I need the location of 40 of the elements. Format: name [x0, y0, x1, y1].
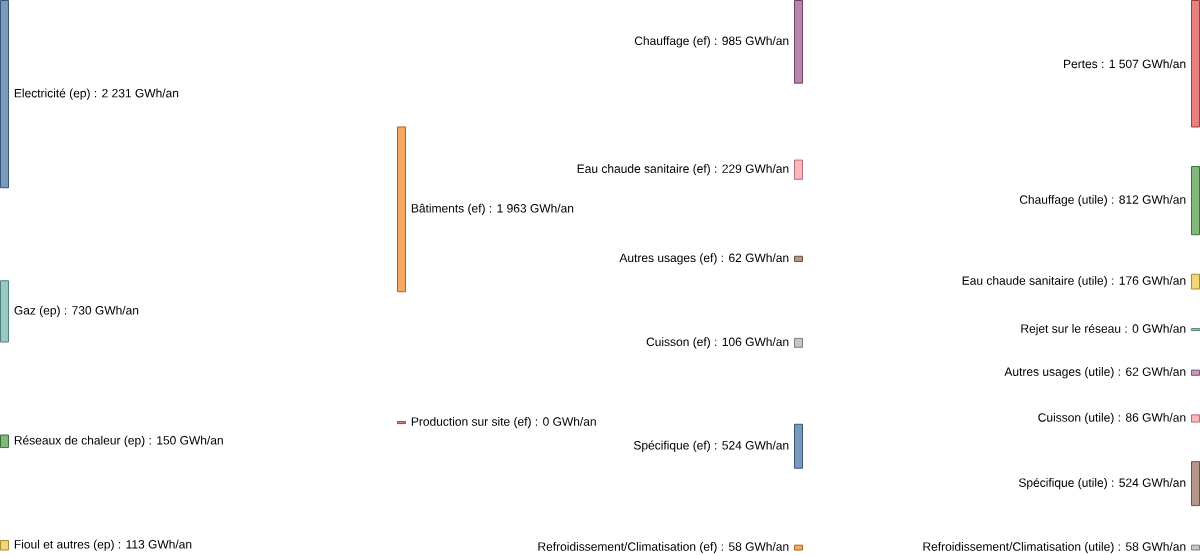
data-label: : 524 GWh/an [715, 440, 789, 450]
data-label: : 0 GWh/an [535, 416, 596, 426]
category-label: Fioul et autres (ep) [14, 539, 114, 551]
data-label: : 62 GWh/an [1118, 367, 1186, 376]
category-label: Réseaux de chaleur (ep) [14, 435, 145, 447]
category-label: Rejet sur le réseau [1021, 323, 1121, 336]
data-label: : 58 GWh/an [721, 541, 789, 551]
category-label: Electricité (ep) [14, 88, 90, 100]
data-label: : 229 GWh/an [715, 164, 789, 173]
data-label: : 730 GWh/an [64, 305, 139, 315]
category-label: Spécifique (ef) [633, 440, 710, 452]
category-label: Cuisson (utile) [1038, 412, 1114, 424]
data-label: : 58 GWh/an [1118, 541, 1186, 551]
data-label: : 524 GWh/an [1112, 477, 1186, 487]
category-label: Chauffage (utile) [1019, 194, 1107, 207]
data-label: : 62 GWh/an [721, 253, 789, 263]
category-label: Chauffage (ef) [634, 36, 710, 48]
data-label: : 0 GWh/an [1125, 323, 1186, 333]
data-label: : 86 GWh/an [1118, 412, 1186, 422]
data-label: : 1 963 GWh/an [489, 203, 574, 213]
data-label: : 2 231 GWh/an [94, 88, 179, 98]
category-label: Production sur site (ef) [411, 416, 531, 429]
category-label: Bâtiments (ef) [411, 203, 485, 215]
data-label: : 106 GWh/an [715, 337, 789, 346]
data-label: : 150 GWh/an [149, 435, 223, 445]
category-label: Autres usages (utile) [1004, 367, 1114, 379]
data-label: : 812 GWh/an [1112, 194, 1186, 204]
category-label: Spécifique (utile) [1018, 477, 1107, 490]
data-label: : 176 GWh/an [1112, 275, 1186, 285]
data-label: : 113 GWh/an [118, 539, 192, 549]
category-label: Gaz (ep) [14, 305, 60, 317]
category-label: Pertes [1064, 59, 1098, 69]
category-label: Eau chaude sanitaire (utile) [962, 275, 1107, 288]
category-label: Refroidissement/Climatisation (utile) [923, 541, 1114, 554]
data-label: : 985 GWh/an [715, 36, 789, 45]
category-label: Cuisson (ef) [646, 337, 710, 349]
category-label: Refroidissement/Climatisation (ef) [538, 541, 717, 554]
category-label: Autres usages (ef) [619, 253, 717, 265]
category-label: Eau chaude sanitaire (ef) [577, 164, 710, 176]
data-label: : 1 507 GWh/an [1102, 59, 1186, 69]
